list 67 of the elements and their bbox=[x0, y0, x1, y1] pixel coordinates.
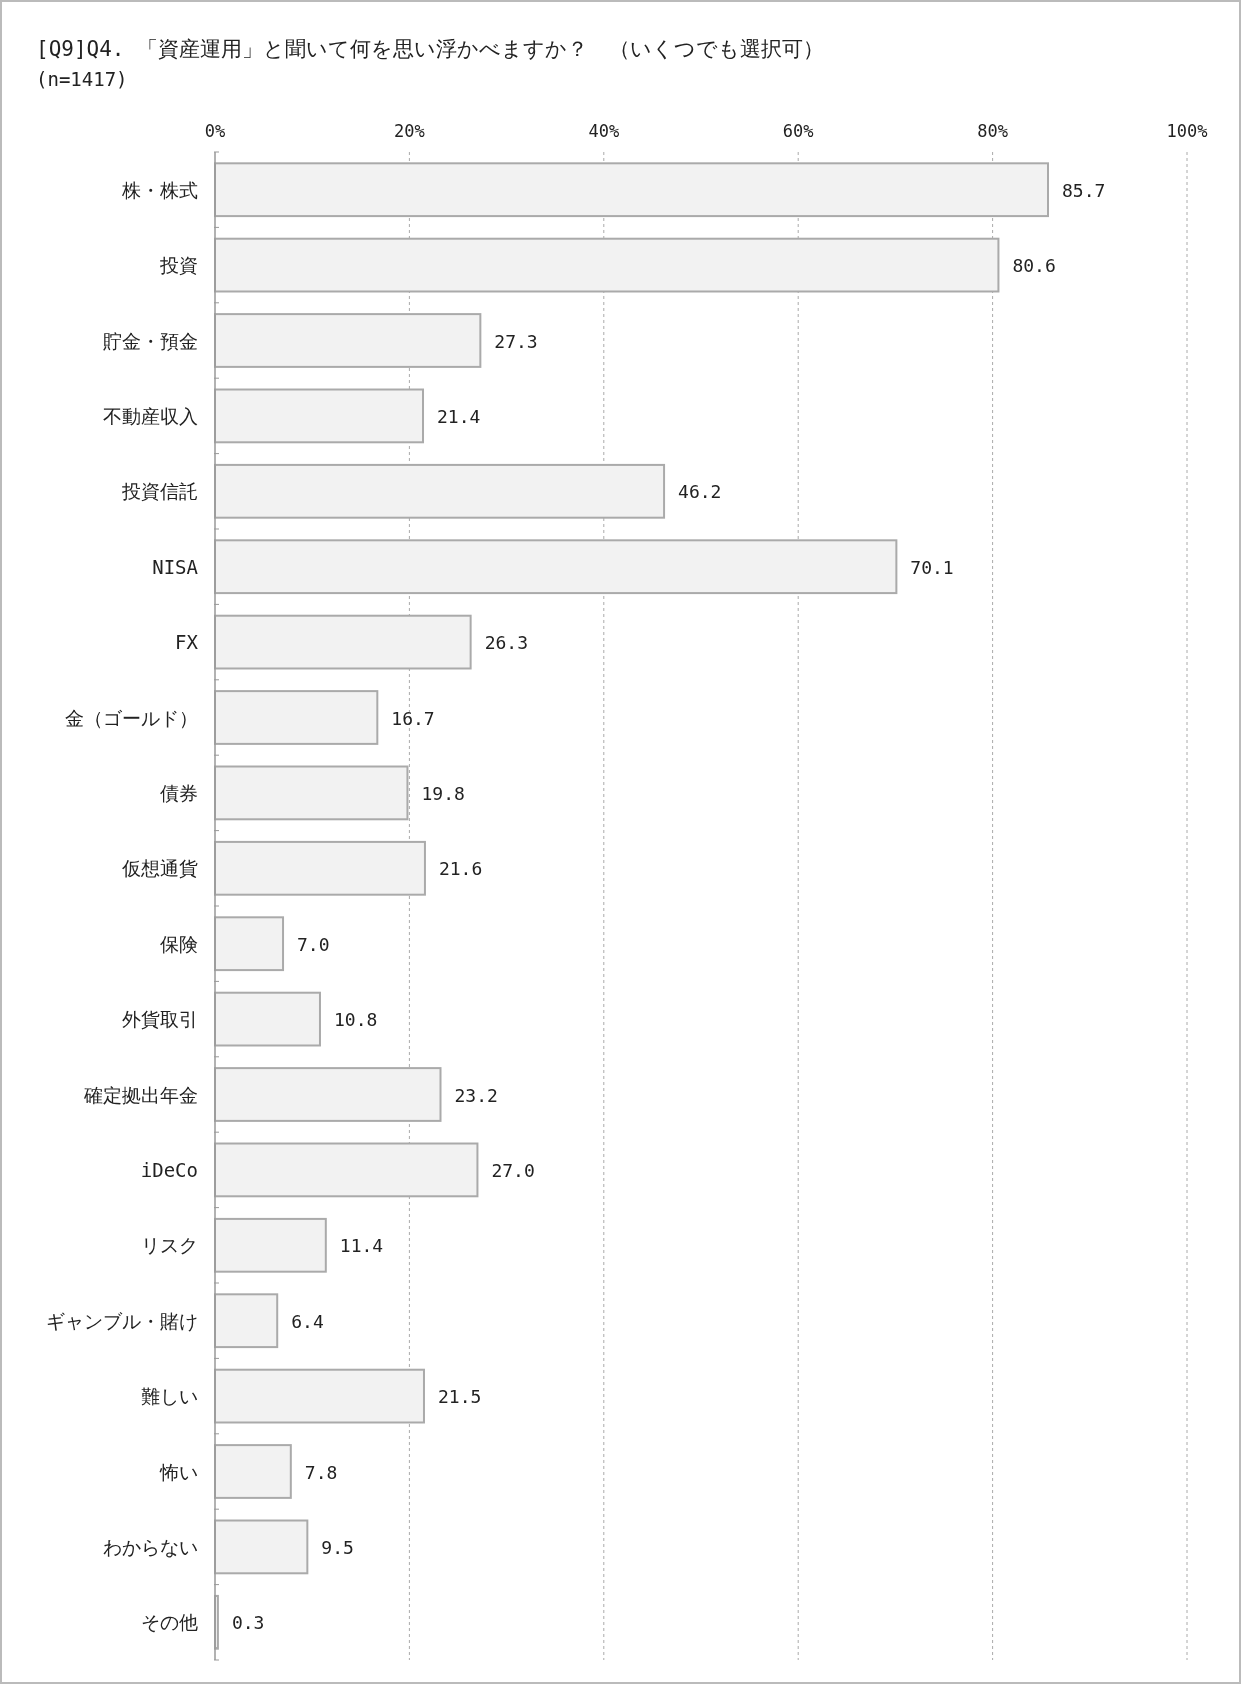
data-label: 23.2 bbox=[454, 1084, 498, 1106]
bar bbox=[214, 237, 1000, 293]
bar bbox=[214, 1217, 327, 1273]
chart-subtitle: (n=1417) bbox=[36, 68, 128, 90]
y-tick-label: iDeCo bbox=[140, 1158, 198, 1181]
x-tick-label: 40% bbox=[588, 121, 620, 141]
data-label: 19.8 bbox=[421, 782, 465, 804]
data-label: 27.0 bbox=[491, 1159, 535, 1181]
data-label: 27.3 bbox=[494, 330, 538, 352]
data-label: 0.3 bbox=[231, 1612, 265, 1634]
data-label: 70.1 bbox=[910, 556, 954, 578]
bar bbox=[214, 1368, 425, 1424]
y-tick-label: 不動産収入 bbox=[103, 404, 198, 427]
data-label: 21.5 bbox=[437, 1386, 482, 1408]
y-tick-label: 怖い bbox=[159, 1460, 198, 1483]
bar bbox=[214, 162, 1049, 218]
data-label: 85.7 bbox=[1062, 179, 1106, 201]
data-label: 10.8 bbox=[333, 1009, 378, 1031]
y-tick-label: リスク bbox=[141, 1234, 198, 1257]
x-tick-label: 100% bbox=[1166, 121, 1208, 141]
y-tick-label: 貯金・預金 bbox=[103, 329, 198, 352]
bar bbox=[214, 388, 425, 444]
data-label: 6.4 bbox=[291, 1310, 324, 1332]
y-tick-label: 投資信託 bbox=[121, 480, 198, 503]
data-label: 7.0 bbox=[297, 933, 330, 955]
bar bbox=[214, 840, 426, 896]
data-label: 7.8 bbox=[304, 1461, 338, 1483]
bar bbox=[214, 1142, 479, 1198]
bar bbox=[214, 1444, 292, 1499]
chart-title: [Q9]Q4. 「資産運用」と聞いて何を思い浮かべますか？ （いくつでも選択可） bbox=[36, 37, 825, 61]
y-tick-label: 外貨取引 bbox=[122, 1008, 198, 1031]
bar bbox=[214, 765, 409, 821]
x-tick-label: 0% bbox=[204, 121, 226, 141]
bar bbox=[214, 463, 666, 519]
bar bbox=[214, 539, 898, 595]
data-label: 46.2 bbox=[678, 481, 722, 503]
data-label: 21.6 bbox=[438, 858, 483, 880]
bar bbox=[214, 690, 379, 745]
x-tick-label: 60% bbox=[782, 121, 814, 141]
y-tick-label: わからない bbox=[103, 1535, 198, 1558]
data-label: 26.3 bbox=[484, 632, 528, 654]
y-tick-label: 確定拠出年金 bbox=[83, 1083, 198, 1106]
x-tick-label: 80% bbox=[977, 121, 1008, 141]
data-label: 11.4 bbox=[339, 1235, 384, 1257]
y-tick-label: 仮想通貨 bbox=[121, 857, 198, 880]
y-tick-label: 難しい bbox=[141, 1385, 198, 1408]
x-tick-label: 20% bbox=[394, 121, 425, 141]
y-tick-label: その他 bbox=[141, 1611, 198, 1634]
bar bbox=[214, 916, 285, 972]
y-tick-label: 債券 bbox=[160, 781, 198, 804]
data-label: 9.5 bbox=[321, 1536, 354, 1558]
bar bbox=[214, 991, 321, 1047]
y-tick-label: 株・株式 bbox=[121, 178, 198, 201]
data-label: 21.4 bbox=[437, 405, 481, 427]
y-tick-label: ギャンブル・賭け bbox=[46, 1309, 198, 1332]
bar bbox=[214, 1067, 442, 1122]
y-tick-label: NISA bbox=[152, 555, 199, 578]
data-label: 16.7 bbox=[391, 707, 435, 729]
y-tick-label: 投資 bbox=[159, 254, 198, 277]
bar bbox=[214, 1519, 309, 1575]
y-tick-label: 保険 bbox=[160, 932, 198, 955]
y-tick-label: 金（ゴールド） bbox=[65, 706, 198, 729]
data-label: 80.6 bbox=[1012, 255, 1056, 277]
bar bbox=[214, 313, 482, 368]
y-tick-label: FX bbox=[175, 631, 199, 654]
bar bbox=[214, 1293, 279, 1349]
bar bbox=[214, 614, 472, 670]
